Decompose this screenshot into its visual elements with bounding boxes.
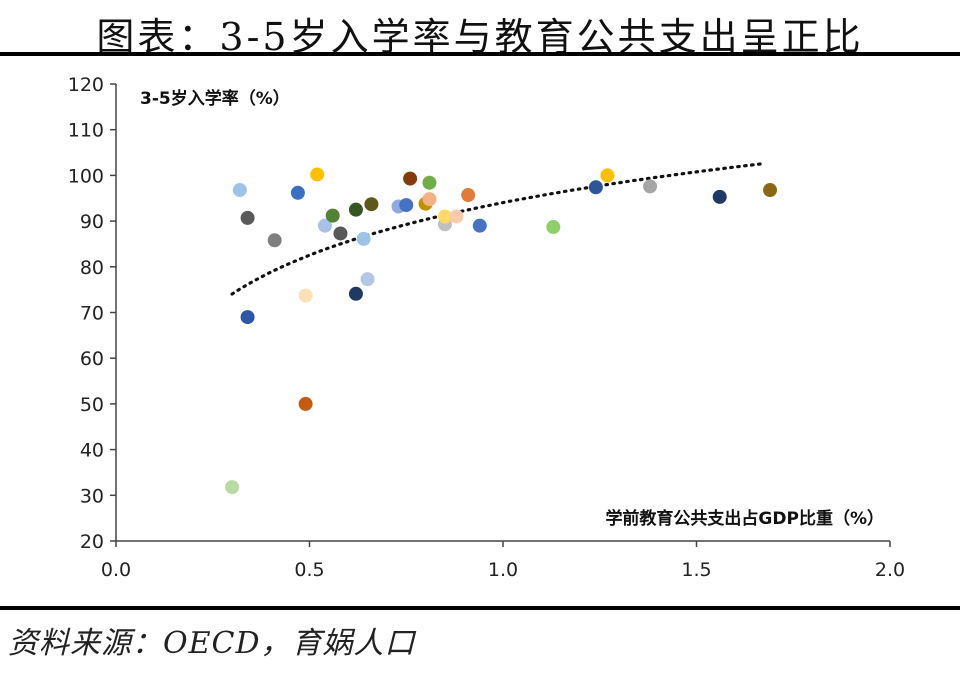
data-point (546, 220, 561, 235)
data-points (225, 167, 778, 495)
y-tick-label: 120 (68, 74, 104, 96)
page-title: 图表：3-5岁入学率与教育公共支出呈正比 (96, 15, 864, 59)
scatter-chart: 20 30 40 50 60 70 80 90 100 110 120 0.0 0.5 1.0 1.5 2.… (68, 74, 905, 581)
x-tick-label: 0.0 (101, 559, 131, 581)
data-point (461, 188, 476, 203)
y-tick-label: 40 (80, 440, 104, 462)
x-tick-label: 2.0 (875, 559, 905, 581)
data-point (240, 310, 255, 325)
data-point (399, 198, 414, 213)
data-point (422, 175, 437, 190)
data-point (317, 218, 332, 233)
trendline (230, 162, 764, 296)
data-point (422, 192, 437, 207)
y-tick-label: 20 (80, 531, 104, 553)
y-tick-label: 70 (80, 303, 104, 325)
data-point (232, 183, 247, 198)
x-tick-label: 1.0 (488, 559, 518, 581)
data-point (298, 396, 313, 411)
y-tick-label: 90 (80, 211, 104, 233)
data-point (298, 288, 313, 303)
y-tick-label: 100 (68, 165, 104, 187)
data-point (712, 189, 727, 204)
y-tick-label: 110 (68, 120, 104, 142)
data-point (360, 272, 375, 287)
chart-axes (115, 84, 890, 542)
data-point (225, 480, 240, 495)
data-point (290, 185, 305, 200)
y-ticks: 20 30 40 50 60 70 80 90 100 110 120 (68, 74, 116, 553)
x-tick-label: 1.5 (681, 559, 711, 581)
data-point (588, 180, 603, 195)
x-ticks: 0.0 0.5 1.0 1.5 2.0 (101, 541, 905, 581)
y-tick-label: 80 (80, 257, 104, 279)
title-divider (0, 52, 960, 56)
data-point (643, 179, 658, 194)
data-point (600, 168, 615, 183)
data-point (403, 171, 418, 186)
y-axis-label: 3-5岁入学率（%） (140, 88, 290, 109)
data-point (763, 183, 778, 198)
data-point (310, 167, 325, 182)
data-point (356, 231, 371, 246)
source-note: 资料来源：OECD，育娲人口 (8, 626, 416, 661)
data-point (472, 218, 487, 233)
y-tick-label: 50 (80, 394, 104, 416)
data-point (325, 208, 340, 223)
y-tick-label: 60 (80, 348, 104, 370)
data-point (240, 210, 255, 225)
data-point (449, 209, 464, 224)
data-point (437, 209, 452, 224)
data-point (364, 197, 379, 212)
footer-divider (0, 606, 960, 610)
data-point (348, 202, 363, 217)
x-axis-label: 学前教育公共支出占GDP比重（%） (605, 508, 884, 529)
x-tick-label: 0.5 (294, 559, 324, 581)
data-point (348, 286, 363, 301)
data-point (267, 233, 282, 248)
y-tick-label: 30 (80, 485, 104, 507)
data-point (333, 226, 348, 241)
